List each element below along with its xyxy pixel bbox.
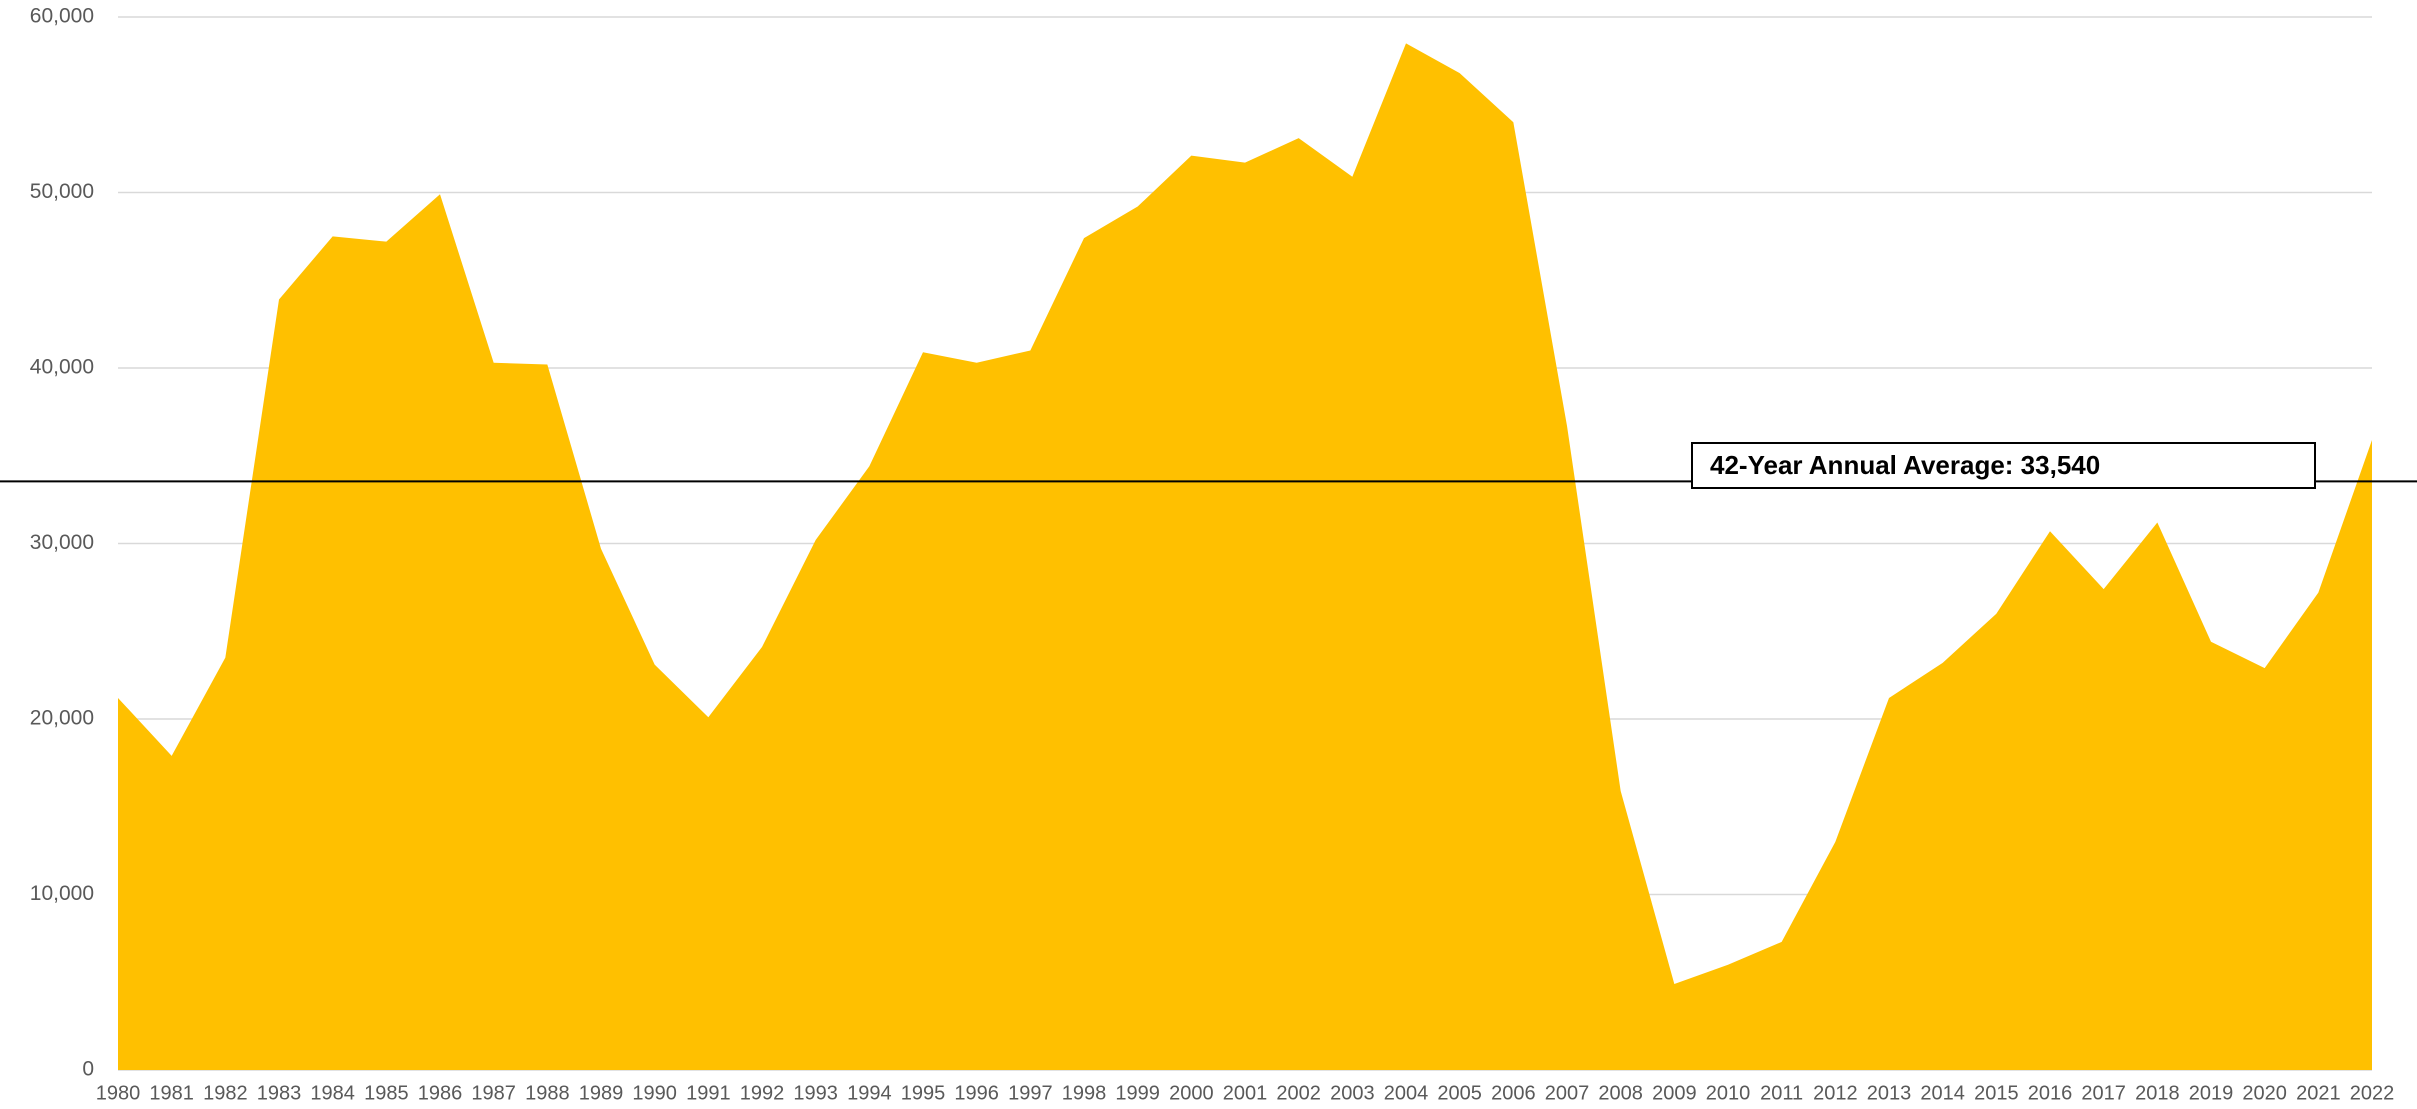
x-tick-label: 2010	[1706, 1082, 1751, 1104]
x-tick-label: 2005	[1437, 1082, 1482, 1104]
x-tick-label: 1997	[1008, 1082, 1053, 1104]
x-tick-label: 2007	[1545, 1082, 1590, 1104]
x-tick-label: 2019	[2189, 1082, 2234, 1104]
y-tick-label: 40,000	[30, 356, 94, 379]
x-tick-label: 1980	[96, 1082, 141, 1104]
x-tick-label: 2000	[1169, 1082, 1214, 1104]
x-tick-label: 1985	[364, 1082, 409, 1104]
annotation-box	[1691, 442, 2316, 489]
x-tick-label: 1988	[525, 1082, 570, 1104]
y-tick-label: 50,000	[30, 180, 94, 203]
y-tick-label: 20,000	[30, 707, 94, 730]
annotation-text: 42-Year Annual Average: 33,540	[1710, 450, 2100, 480]
x-tick-label: 1998	[1062, 1082, 1107, 1104]
x-tick-label: 1990	[632, 1082, 677, 1104]
x-tick-label: 2020	[2242, 1082, 2287, 1104]
x-tick-label: 2004	[1384, 1082, 1429, 1104]
x-tick-label: 1984	[310, 1082, 355, 1104]
x-tick-label: 1994	[847, 1082, 892, 1104]
x-tick-label: 1993	[793, 1082, 838, 1104]
x-tick-label: 1995	[901, 1082, 946, 1104]
x-tick-label: 1992	[740, 1082, 785, 1104]
x-tick-label: 1991	[686, 1082, 731, 1104]
x-tick-label: 1999	[1115, 1082, 1160, 1104]
y-tick-label: 60,000	[30, 5, 94, 28]
x-tick-label: 2001	[1223, 1082, 1268, 1104]
x-tick-label: 1983	[257, 1082, 302, 1104]
y-tick-label: 10,000	[30, 882, 94, 905]
overlay: 0 10,000 20,000 30,000 40,000 50,000 60,000 198…	[0, 5, 2417, 1104]
x-tick-label: 2022	[2350, 1082, 2395, 1104]
x-tick-label: 1981	[149, 1082, 194, 1104]
y-tick-label: 0	[82, 1058, 94, 1081]
x-tick-label: 2013	[1867, 1082, 1912, 1104]
x-tick-label: 2003	[1330, 1082, 1375, 1104]
x-tick-label: 2014	[1920, 1082, 1965, 1104]
x-tick-label: 1986	[418, 1082, 463, 1104]
x-tick-label: 2012	[1813, 1082, 1858, 1104]
y-tick-label: 30,000	[30, 531, 94, 554]
area	[118, 43, 2372, 1071]
x-tick-label: 2009	[1652, 1082, 1697, 1104]
x-tick-label: 1989	[579, 1082, 624, 1104]
x-tick-label: 2018	[2135, 1082, 2180, 1104]
x-tick-label: 2006	[1491, 1082, 1536, 1104]
x-tick-label: 2017	[2081, 1082, 2126, 1104]
x-tick-label: 1987	[471, 1082, 516, 1104]
plot	[118, 43, 2372, 1071]
x-tick-label: 1982	[203, 1082, 248, 1104]
x-tick-label: 1996	[954, 1082, 999, 1104]
x-tick-label: 2002	[1276, 1082, 1321, 1104]
x-tick-label: 2021	[2296, 1082, 2341, 1104]
x-tick-label: 2015	[1974, 1082, 2019, 1104]
x-tick-label: 2008	[1598, 1082, 1643, 1104]
x-tick-label: 2016	[2028, 1082, 2073, 1104]
x-tick-label: 2011	[1760, 1082, 1803, 1104]
